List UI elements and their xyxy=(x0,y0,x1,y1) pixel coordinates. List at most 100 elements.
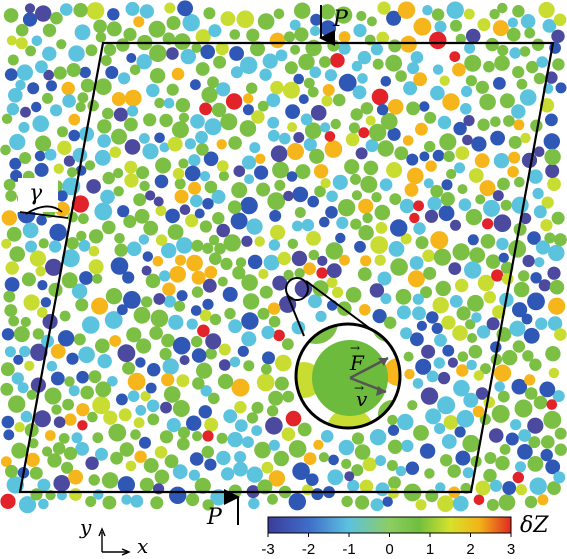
particle xyxy=(63,155,75,167)
particle xyxy=(257,100,269,112)
particle xyxy=(136,54,152,70)
particle xyxy=(441,179,453,191)
particle xyxy=(216,223,230,238)
particle xyxy=(433,357,445,369)
particle xyxy=(85,456,99,470)
particle xyxy=(61,81,75,96)
particle xyxy=(49,240,62,253)
particle xyxy=(67,167,78,178)
particle xyxy=(212,212,225,225)
particle xyxy=(416,320,427,331)
particle xyxy=(102,107,114,120)
particle xyxy=(463,392,479,408)
particle xyxy=(42,46,57,61)
particle xyxy=(348,122,360,134)
particle xyxy=(24,3,36,14)
particle xyxy=(66,237,79,250)
particle xyxy=(171,67,185,81)
particle xyxy=(462,467,474,479)
particle xyxy=(221,467,235,481)
particle xyxy=(123,27,137,41)
particle xyxy=(29,466,43,480)
particle xyxy=(507,166,519,178)
particle xyxy=(17,382,29,394)
particle xyxy=(3,178,16,191)
particle xyxy=(475,80,489,94)
particle xyxy=(85,496,97,507)
particle xyxy=(61,272,78,289)
particle xyxy=(387,127,401,141)
particle xyxy=(258,268,269,280)
particle xyxy=(508,239,527,258)
particle xyxy=(519,46,531,57)
particle xyxy=(159,142,170,153)
particle xyxy=(545,346,561,362)
particle xyxy=(502,481,517,495)
particle xyxy=(405,461,420,475)
particle xyxy=(5,261,19,275)
particle xyxy=(241,331,257,347)
particle xyxy=(297,422,312,437)
particle xyxy=(511,196,529,214)
particle xyxy=(552,58,565,71)
particle xyxy=(310,13,323,26)
particle xyxy=(22,222,39,239)
particle xyxy=(35,135,52,152)
particle xyxy=(122,361,136,375)
particle xyxy=(479,180,496,197)
particle xyxy=(486,317,500,331)
axis-y-label: y xyxy=(79,515,92,539)
particle xyxy=(423,266,437,280)
particle xyxy=(92,396,111,415)
particle xyxy=(232,266,246,280)
particle xyxy=(36,215,47,226)
particle xyxy=(104,311,123,329)
particle xyxy=(216,432,228,444)
particle xyxy=(88,245,100,257)
particle xyxy=(0,382,14,396)
particle xyxy=(53,66,67,80)
particle xyxy=(317,255,328,266)
particle xyxy=(425,160,437,172)
particle xyxy=(493,214,512,232)
particle xyxy=(441,434,457,449)
particle xyxy=(366,16,377,27)
particle xyxy=(166,418,181,433)
particle xyxy=(66,63,81,77)
particle xyxy=(457,351,469,363)
particle xyxy=(3,290,16,303)
particle xyxy=(67,211,78,223)
particle xyxy=(130,429,141,440)
particle xyxy=(59,310,71,322)
particle xyxy=(475,194,486,205)
particle xyxy=(300,113,313,126)
particle xyxy=(413,222,426,235)
particle xyxy=(146,83,160,98)
particle xyxy=(233,165,246,177)
particle xyxy=(456,364,469,377)
particle xyxy=(307,86,319,98)
particle xyxy=(37,478,51,492)
particle xyxy=(517,444,533,460)
particle xyxy=(498,252,509,263)
particle xyxy=(246,28,260,42)
particle xyxy=(224,307,236,320)
particle xyxy=(242,436,254,448)
particle xyxy=(11,372,24,385)
particle xyxy=(20,316,31,328)
particle xyxy=(287,143,304,160)
particle xyxy=(529,477,547,495)
particle xyxy=(545,113,558,127)
particle xyxy=(227,431,243,448)
particle xyxy=(184,165,201,182)
particle xyxy=(454,426,466,438)
particle xyxy=(159,270,171,282)
particle xyxy=(68,385,80,397)
particle xyxy=(430,85,445,101)
particle xyxy=(262,53,278,69)
particle xyxy=(453,379,470,397)
particle xyxy=(269,32,286,49)
particle xyxy=(512,66,525,79)
particle xyxy=(549,279,565,295)
particle xyxy=(205,347,217,360)
